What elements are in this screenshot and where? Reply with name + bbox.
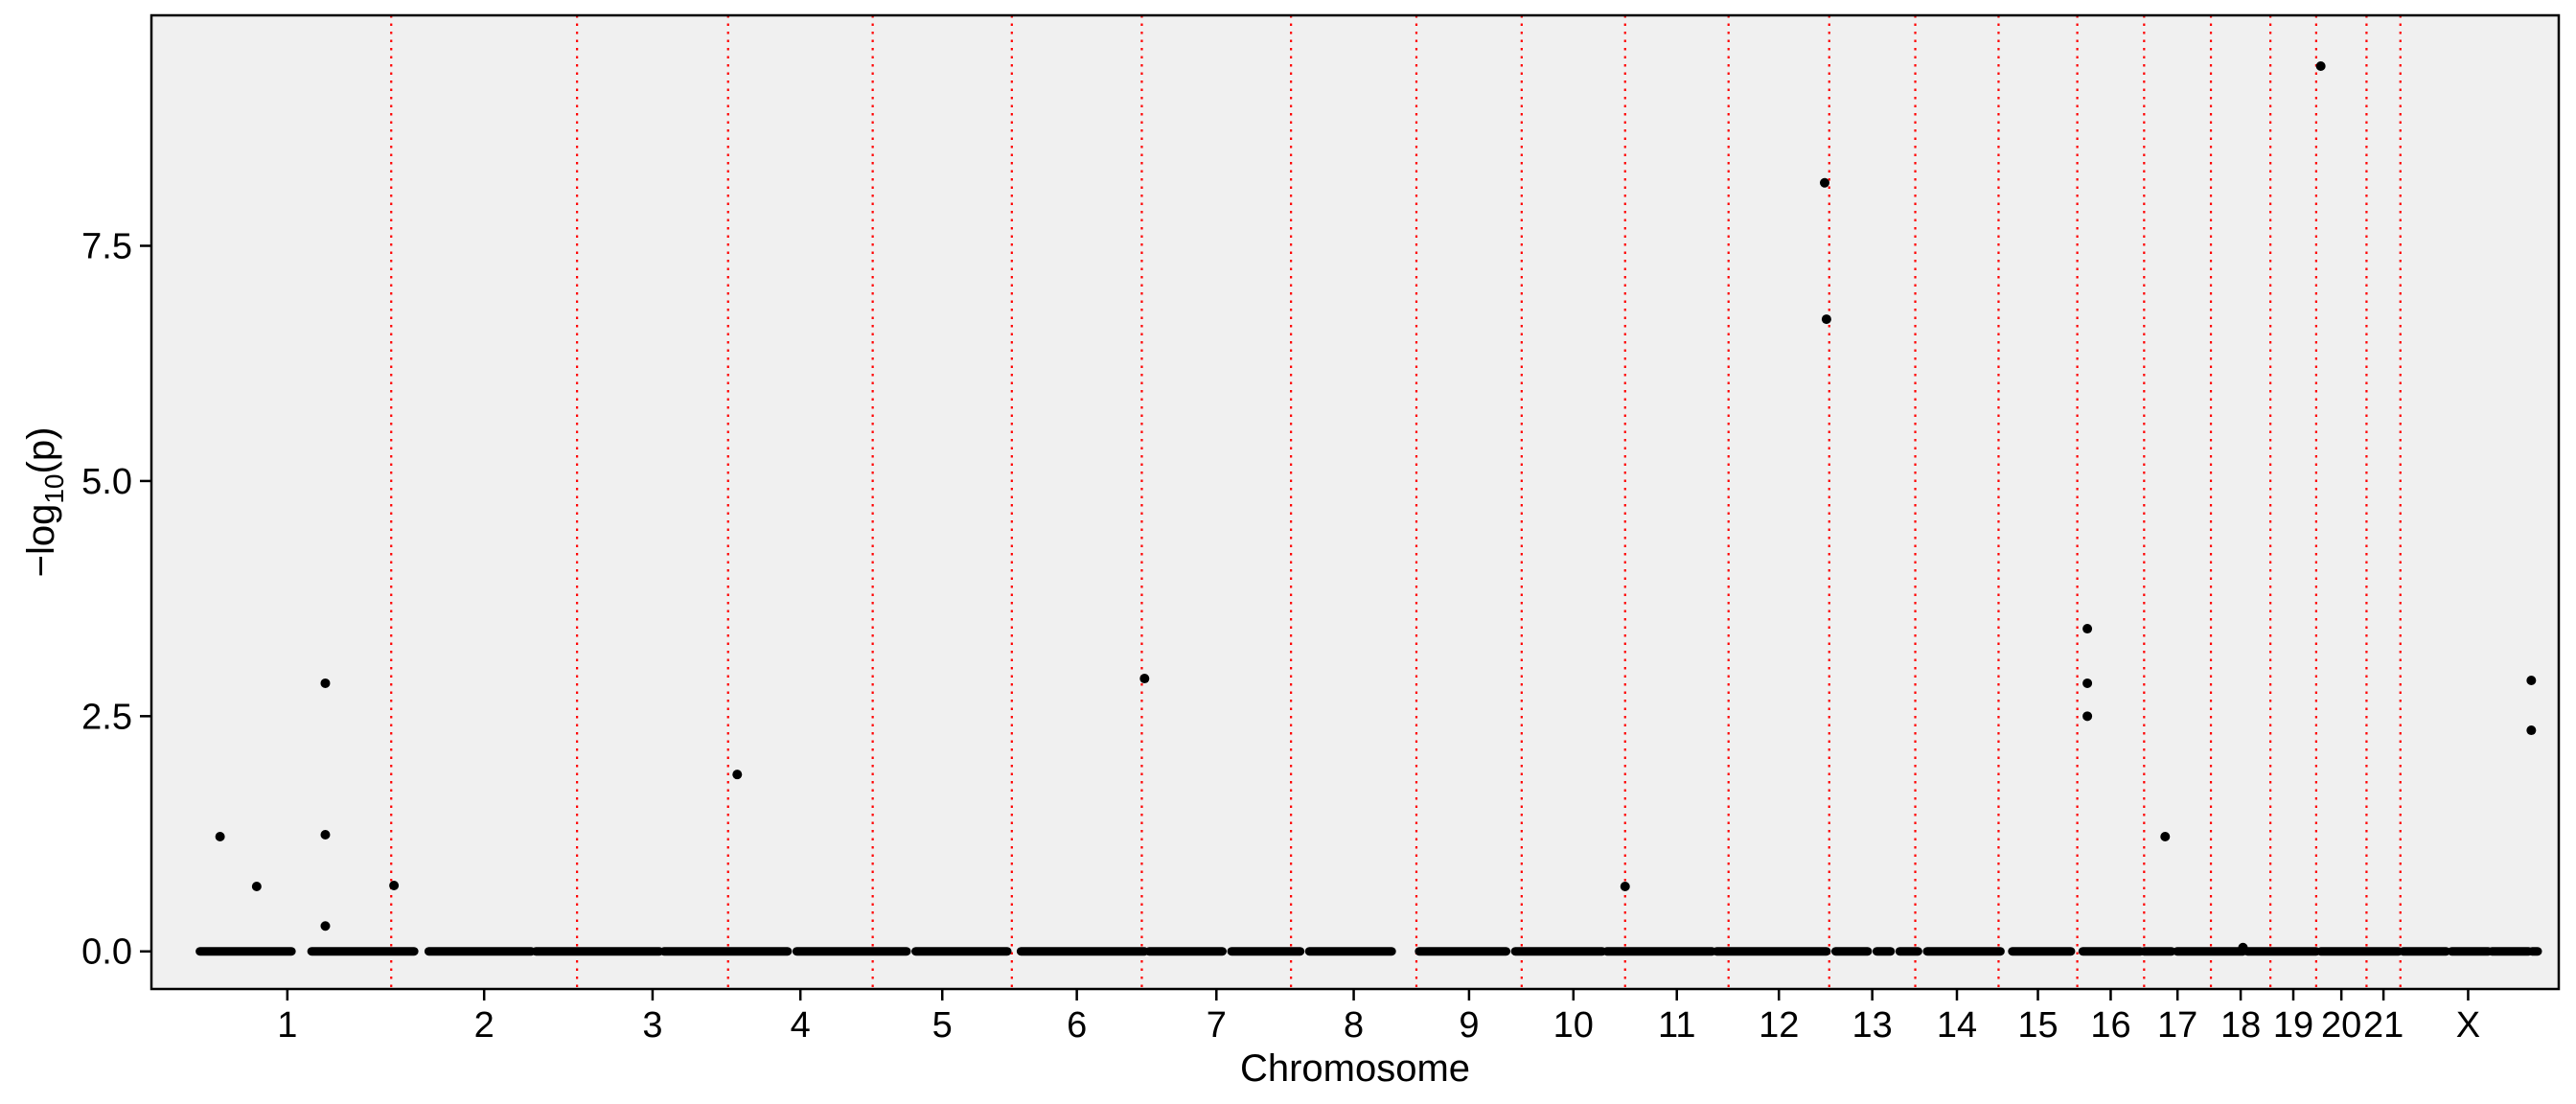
x-tick-label-6: 6 bbox=[1067, 1005, 1087, 1046]
x-tick-label-19: 19 bbox=[2273, 1005, 2313, 1046]
data-point-11 bbox=[1821, 314, 1831, 325]
data-point-15 bbox=[2160, 831, 2171, 841]
significant-points bbox=[215, 61, 2537, 953]
data-point-5 bbox=[320, 921, 331, 932]
data-point-12 bbox=[2082, 624, 2093, 634]
x-tick-label-X: X bbox=[2456, 1005, 2480, 1046]
data-point-13 bbox=[2082, 678, 2093, 688]
data-point-6 bbox=[389, 881, 400, 891]
data-point-10 bbox=[1819, 177, 1829, 188]
x-tick-label-17: 17 bbox=[2157, 1005, 2197, 1046]
data-point-7 bbox=[732, 770, 743, 780]
data-point-4 bbox=[320, 830, 331, 840]
plot-frame bbox=[150, 13, 2561, 991]
x-tick-label-8: 8 bbox=[1344, 1005, 1364, 1046]
y-axis-title-prefix: −log bbox=[20, 504, 62, 578]
x-tick-label-21: 21 bbox=[2363, 1005, 2404, 1046]
data-point-3 bbox=[320, 678, 331, 688]
x-tick-label-3: 3 bbox=[642, 1005, 662, 1046]
data-point-17 bbox=[2315, 61, 2326, 72]
x-tick-label-14: 14 bbox=[1937, 1005, 1977, 1046]
y-axis: 0.0 2.5 5.0 7.5 bbox=[81, 227, 151, 973]
data-point-9 bbox=[1620, 882, 1630, 892]
data-point-14 bbox=[2082, 711, 2093, 722]
x-tick-label-10: 10 bbox=[1553, 1005, 1594, 1046]
x-tick-label-9: 9 bbox=[1459, 1005, 1479, 1046]
x-tick-label-4: 4 bbox=[791, 1005, 811, 1046]
x-axis: 1 2 3 4 5 6 7 8 9 10 11 12 13 14 15 16 17 18 19 20 21 X bbox=[277, 989, 2480, 1046]
plot-panel bbox=[151, 15, 2559, 989]
x-tick-label-13: 13 bbox=[1852, 1005, 1893, 1046]
y-axis-title-suffix: (p) bbox=[20, 427, 62, 474]
data-point-8 bbox=[1139, 674, 1150, 684]
x-axis-title: Chromosome bbox=[1240, 1047, 1470, 1090]
data-point-1 bbox=[215, 831, 225, 841]
data-point-16 bbox=[2238, 942, 2248, 953]
x-tick-label-5: 5 bbox=[932, 1005, 953, 1046]
x-tick-label-16: 16 bbox=[2090, 1005, 2130, 1046]
x-tick-label-20: 20 bbox=[2321, 1005, 2361, 1046]
x-tick-label-11: 11 bbox=[1658, 1005, 1695, 1046]
x-tick-label-18: 18 bbox=[2220, 1005, 2261, 1046]
data-point-19 bbox=[2526, 725, 2537, 736]
x-tick-label-15: 15 bbox=[2017, 1005, 2058, 1046]
data-point-18 bbox=[2526, 676, 2537, 686]
y-tick-label-2: 2.5 bbox=[81, 697, 132, 737]
x-tick-label-2: 2 bbox=[474, 1005, 494, 1046]
x-tick-label-7: 7 bbox=[1207, 1005, 1227, 1046]
y-tick-label-3: 5.0 bbox=[81, 462, 132, 502]
y-axis-title-subscript: 10 bbox=[39, 473, 69, 503]
y-tick-label-4: 7.5 bbox=[81, 227, 132, 267]
x-tick-label-12: 12 bbox=[1759, 1005, 1799, 1046]
y-axis-title: −log10(p) bbox=[20, 427, 69, 578]
x-tick-label-1: 1 bbox=[277, 1005, 297, 1046]
data-point-2 bbox=[251, 882, 262, 892]
y-tick-label-1: 0.0 bbox=[81, 932, 132, 973]
